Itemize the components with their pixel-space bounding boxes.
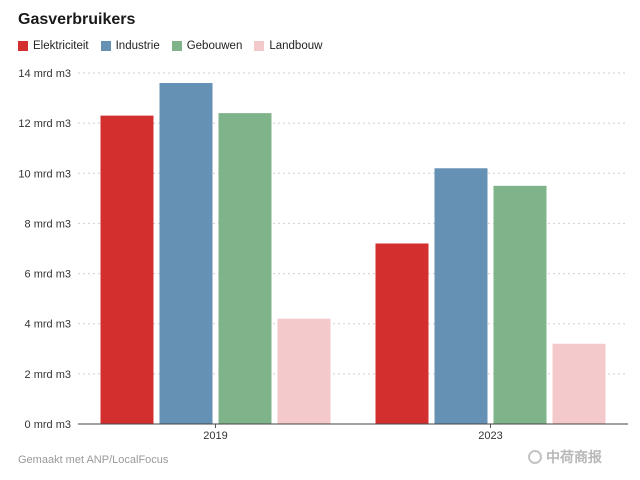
bar: [277, 318, 331, 424]
legend-label: Gebouwen: [186, 40, 243, 52]
bar: [552, 343, 606, 424]
y-tick-label: 12 mrd m3: [18, 118, 71, 130]
legend-swatch: [100, 41, 111, 51]
legend-swatch: [171, 41, 182, 51]
legend-item-industrie[interactable]: Industrie: [100, 40, 160, 52]
bar: [218, 113, 272, 424]
legend-label: Industrie: [115, 40, 160, 52]
chart-legend: Elektriciteit Industrie Gebouwen Landbou…: [18, 40, 322, 52]
y-tick-label: 6 mrd m3: [25, 269, 71, 281]
watermark-logo-icon: [528, 450, 542, 464]
bar: [159, 83, 213, 425]
footer-credit: Gemaakt met ANP/LocalFocus: [18, 454, 169, 466]
bar: [100, 115, 154, 424]
y-tick-label: 0 mrd m3: [25, 419, 71, 431]
y-tick-label: 2 mrd m3: [25, 369, 71, 381]
bar: [375, 243, 429, 424]
legend-item-gebouwen[interactable]: Gebouwen: [171, 40, 243, 52]
legend-item-landbouw[interactable]: Landbouw: [254, 40, 322, 52]
legend-swatch: [18, 41, 28, 51]
chart-title: Gasverbruikers: [18, 11, 136, 28]
bar: [434, 168, 488, 424]
bar: [493, 185, 547, 424]
watermark-text: 中荷商报: [546, 449, 602, 465]
legend-swatch: [254, 41, 265, 51]
watermark: 中荷商报: [528, 447, 602, 467]
legend-label: Elektriciteit: [33, 40, 89, 52]
legend-item-elektriciteit[interactable]: Elektriciteit: [18, 40, 89, 52]
legend-label: Landbouw: [269, 40, 323, 52]
y-tick-label: 8 mrd m3: [25, 218, 71, 230]
x-tick-label: 2019: [203, 430, 227, 442]
y-tick-label: 10 mrd m3: [18, 168, 71, 180]
x-tick-label: 2023: [478, 430, 502, 442]
y-tick-label: 4 mrd m3: [25, 319, 71, 331]
y-tick-label: 14 mrd m3: [18, 68, 71, 80]
